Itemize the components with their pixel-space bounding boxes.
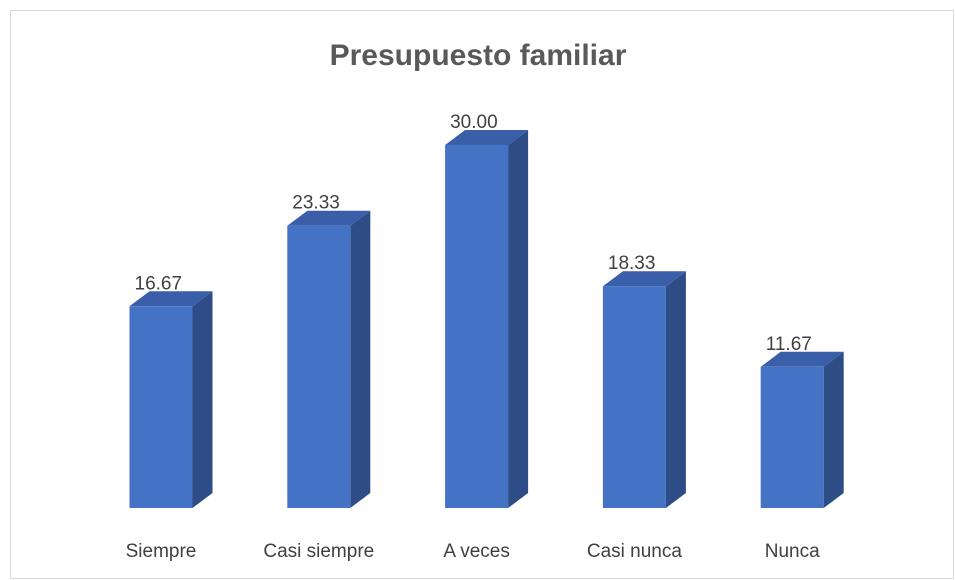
bar (445, 145, 509, 508)
x-tick-label: Nunca (765, 541, 820, 562)
bar-side (665, 271, 686, 508)
x-tick-label: Casi siempre (263, 541, 374, 562)
bar-side (823, 351, 844, 508)
bar (129, 306, 193, 508)
bar-top (129, 291, 213, 307)
data-label: 16.67 (135, 273, 183, 294)
data-label: 11.67 (766, 334, 812, 355)
x-tick-label: Siempre (126, 541, 197, 562)
bar-side (192, 291, 213, 508)
x-tick-label: A veces (443, 541, 510, 562)
x-tick-label: Casi nunca (587, 541, 682, 562)
bar (760, 366, 824, 508)
chart-title: Presupuesto familiar (330, 39, 627, 72)
data-label: 18.33 (608, 253, 656, 274)
bar-top (760, 351, 844, 367)
data-label: 23.33 (292, 193, 340, 214)
bar-side (350, 210, 371, 508)
bar-top (445, 130, 529, 145)
bar-side (508, 130, 529, 508)
bar (287, 225, 351, 508)
bar-top (602, 271, 686, 287)
bar-top (287, 210, 371, 226)
data-label: 30.00 (450, 112, 498, 133)
bar (602, 286, 666, 508)
